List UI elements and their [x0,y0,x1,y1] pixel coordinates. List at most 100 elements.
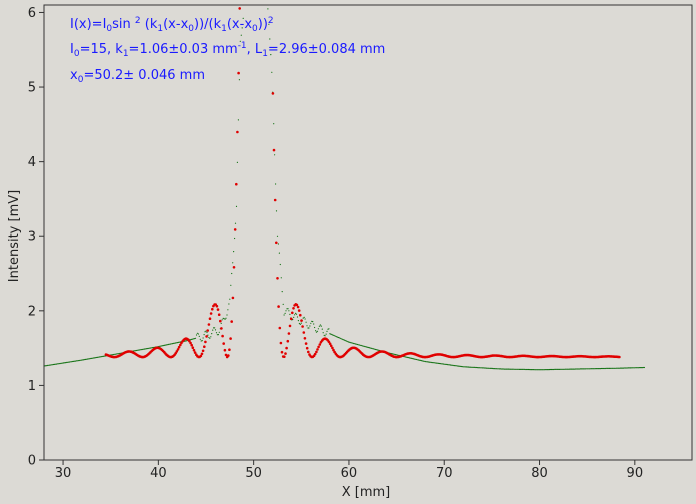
measured-point [177,341,179,343]
measured-point [585,368,587,370]
measured-point [472,366,474,368]
measured-point [232,262,234,264]
measured-point [509,368,511,370]
measured-point [302,317,304,319]
measured-point [529,369,531,371]
formula-annotation: I(x)=I0sin 2 (k1(x-x0))/(k1(x-x0))2 [70,16,274,34]
measured-point [476,366,478,369]
measured-point [191,338,193,340]
measured-point [214,327,216,329]
measured-point [206,331,208,333]
measured-point [374,348,376,350]
measured-point [439,363,441,365]
measured-point [331,333,333,336]
measured-point [85,358,87,360]
measured-point [93,357,95,359]
measured-point [528,368,530,371]
fit-point [217,313,221,317]
measured-point [324,335,326,337]
fit-point [205,335,208,338]
measured-point [594,368,596,370]
measured-point [318,325,320,327]
measured-point [280,277,282,279]
fit-point [223,348,227,352]
measured-point [527,368,529,371]
fit-point [316,348,319,351]
measured-point [437,362,440,364]
measured-point [523,368,525,370]
measured-point [170,343,172,345]
measured-point [558,368,561,370]
fit-point [190,343,193,347]
measured-point [231,272,233,275]
measured-point [581,368,584,370]
measured-point [220,322,222,324]
measured-point [367,346,369,348]
measured-point [598,368,600,370]
measured-point [271,71,273,73]
measured-point [140,349,142,351]
measured-point [574,368,576,370]
measured-point [421,360,423,362]
measured-point [202,337,204,339]
measured-point [427,361,429,363]
measured-point [482,367,484,369]
measured-point [135,349,137,352]
measured-point [484,367,486,369]
measured-point [167,344,169,346]
fit-point [189,341,192,345]
measured-point [360,344,362,347]
measured-point [525,368,527,371]
measured-point [72,360,75,362]
fit-point [317,345,320,349]
measured-point [201,340,203,342]
fit-point [307,350,310,354]
measured-point [357,344,360,346]
measured-point [600,367,603,370]
measured-point [358,344,360,346]
measured-point [457,365,459,367]
measured-point [310,322,312,324]
measured-point [278,252,280,254]
measured-point [313,323,315,325]
measured-point [210,336,212,338]
measured-point [340,338,342,340]
measured-point [553,368,555,371]
measured-point [95,356,97,359]
measured-point [72,360,74,363]
measured-point [322,332,324,334]
measured-point [417,359,420,361]
measured-point [303,316,305,318]
measured-point [151,347,153,349]
fit-point [278,326,282,330]
measured-point [557,368,559,370]
measured-point [506,368,508,370]
measured-point [199,338,201,340]
fit-point [271,92,275,95]
measured-point [565,368,567,370]
fit-point [220,327,223,330]
fit-point [304,342,308,345]
measured-point [517,368,519,370]
fit-point [193,351,197,354]
measured-point [146,348,148,350]
measured-point [440,363,442,365]
measured-point [172,343,174,345]
measured-point [437,362,439,364]
measured-point [524,368,526,371]
measured-point [240,34,242,36]
measured-point [60,362,62,364]
measured-point [336,336,339,338]
measured-point [194,337,197,339]
measured-point [98,356,100,358]
measured-point [579,368,581,370]
measured-point [48,364,50,366]
measured-point [590,368,592,370]
fit-point [300,319,303,322]
x-tick-label: 80 [531,466,548,481]
measured-point [145,348,147,350]
measured-point [406,356,408,358]
measured-point [238,79,240,81]
measured-point [620,367,623,369]
